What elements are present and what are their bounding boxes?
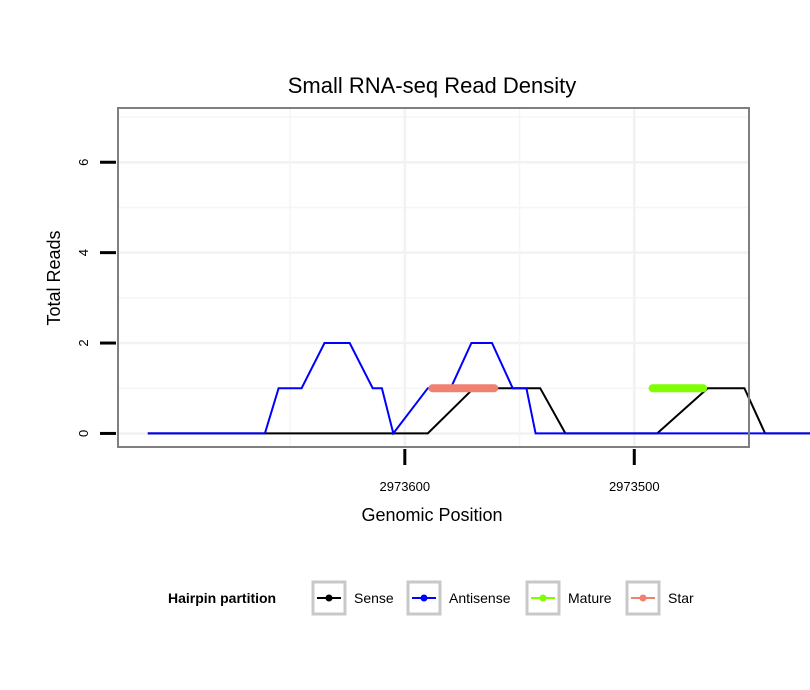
y-tick-label: 6	[76, 159, 91, 166]
legend-item-star: Star	[625, 580, 694, 616]
gridlines	[118, 108, 750, 447]
x-tick-label: 2973500	[609, 479, 660, 494]
legend-item-antisense: Antisense	[406, 580, 511, 616]
legend-label: Mature	[568, 590, 612, 606]
legend-key-point	[639, 594, 647, 602]
legend-item-sense: Sense	[311, 580, 394, 616]
legend-title: Hairpin partition	[168, 590, 276, 606]
legend-key-point	[539, 594, 547, 602]
axes: 0 2 4 6 2973600 2973500	[76, 159, 660, 494]
y-axis-title: Total Reads	[44, 230, 64, 325]
y-tick-label: 2	[76, 339, 91, 346]
legend: Hairpin partition Sense Antisense Mature St…	[168, 580, 694, 616]
y-tick-label: 4	[76, 249, 91, 256]
legend-item-mature: Mature	[525, 580, 612, 616]
plot-border	[117, 107, 750, 448]
y-tick-label: 0	[76, 430, 91, 437]
legend-key-point	[325, 594, 333, 602]
legend-label: Antisense	[449, 590, 511, 606]
series-line-sense	[147, 387, 810, 435]
legend-key-point	[420, 594, 428, 602]
x-axis-title: Genomic Position	[361, 505, 502, 525]
x-tick-label: 2973600	[380, 479, 431, 494]
legend-label: Star	[668, 590, 694, 606]
series-layer	[147, 342, 810, 436]
chart-title: Small RNA-seq Read Density	[288, 73, 577, 98]
legend-label: Sense	[354, 590, 394, 606]
series-line-antisense	[147, 342, 810, 436]
